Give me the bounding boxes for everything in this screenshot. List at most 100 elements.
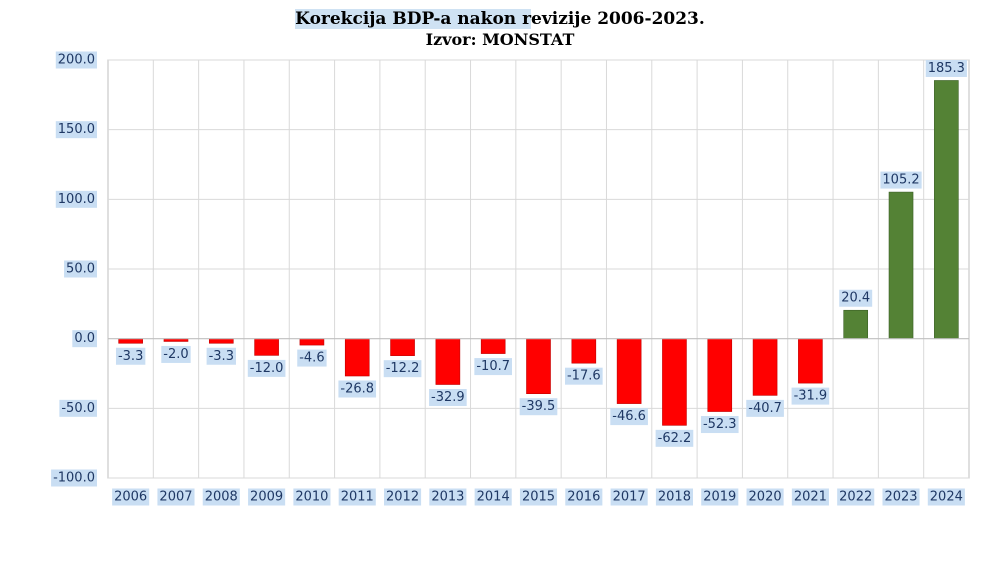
x-tick-label-2019: 2019	[701, 488, 739, 506]
x-tick-label-2015-bg	[519, 488, 558, 506]
y-tick-label-bg	[72, 330, 97, 348]
x-tick-label-2009-text: 2009	[250, 490, 283, 505]
data-label-2006-bg	[115, 347, 146, 365]
y-tick-label-bg	[55, 190, 97, 208]
x-tick-label-2008-text: 2008	[205, 490, 238, 505]
y-tick-label: 200.0	[55, 51, 97, 69]
x-tick-label-2009: 2009	[248, 488, 286, 506]
data-label-2011: -26.8	[338, 380, 377, 398]
x-tick-label-2016-bg	[565, 488, 603, 506]
y-tick-label-bg	[64, 260, 97, 278]
x-tick-label-2014-text: 2014	[477, 490, 510, 505]
data-label-2022-text: 20.4	[841, 291, 870, 306]
x-tick-label-2011-bg	[338, 488, 376, 506]
data-label-2009: -12.0	[247, 359, 286, 377]
data-label-2013: -32.9	[429, 389, 467, 407]
data-label-2018-bg	[655, 429, 694, 447]
data-label-2010-text: -4.6	[299, 351, 324, 366]
bar-2016	[571, 338, 597, 364]
x-tick-label-2023: 2023	[882, 488, 920, 506]
x-tick-label-2023-bg	[882, 488, 920, 506]
y-tick-label-text: 150.0	[58, 122, 95, 137]
data-label-2012: -12.2	[383, 360, 422, 378]
x-tick-label-2018: 2018	[655, 488, 693, 506]
x-tick-label-2013: 2013	[429, 488, 467, 506]
data-label-2022-bg	[839, 289, 873, 307]
x-tick-label-2006-bg	[112, 488, 150, 506]
x-tick-label-2012: 2012	[384, 488, 422, 506]
y-tick-label: 100.0	[55, 190, 97, 208]
y-tick-label-text: 200.0	[58, 53, 95, 68]
y-tick-label-text: -50.0	[61, 401, 95, 416]
x-tick-label-2007-text: 2007	[159, 490, 192, 505]
y-tick-label-text: 100.0	[58, 192, 95, 207]
x-tick-label-2020: 2020	[746, 488, 784, 506]
data-label-2017-bg	[610, 408, 648, 426]
data-label-2012-bg	[383, 360, 422, 378]
y-tick-label: 150.0	[55, 121, 97, 139]
data-label-2009-bg	[247, 359, 286, 377]
data-label-2015: -39.5	[519, 398, 558, 416]
x-tick-label-2010: 2010	[293, 488, 331, 506]
x-tick-label-2014-bg	[474, 488, 512, 506]
x-tick-label-2016-text: 2016	[567, 490, 600, 505]
data-label-2016: -17.6	[564, 367, 603, 385]
data-label-2012-text: -12.2	[386, 361, 420, 376]
x-tick-label-2021-bg	[791, 488, 829, 506]
x-tick-label-2008: 2008	[202, 488, 240, 506]
chart-title-rest: evizije 2006-2023.	[531, 9, 705, 29]
data-label-2021-text: -31.9	[794, 389, 828, 404]
y-tick-label: 50.0	[64, 260, 97, 278]
data-label-2010-bg	[297, 349, 327, 367]
bar-2014	[480, 338, 506, 354]
data-label-2011-bg	[338, 380, 377, 398]
x-tick-label-2020-bg	[746, 488, 784, 506]
bar-2021	[798, 338, 823, 384]
x-tick-label-2007-bg	[157, 488, 195, 506]
data-label-2023-text: 105.2	[882, 173, 919, 188]
data-label-2014-bg	[474, 358, 513, 376]
y-tick-label: -100.0	[51, 469, 97, 487]
data-label-2022: 20.4	[839, 289, 873, 307]
y-tick-label-bg	[59, 399, 97, 417]
x-tick-label-2024-bg	[927, 488, 965, 506]
bar-2022	[843, 309, 869, 339]
bar-2020	[752, 338, 778, 396]
x-tick-label-2015-text: 2015	[522, 490, 555, 505]
x-tick-label-2006: 2006	[112, 488, 150, 506]
bar-2017	[616, 338, 642, 404]
data-label-2024-bg	[925, 59, 967, 77]
bar-2011	[344, 338, 370, 377]
data-label-2024-text: 185.3	[928, 61, 965, 76]
bar-2013	[435, 338, 461, 385]
x-tick-label-2020-text: 2020	[749, 490, 782, 505]
data-label-2008-text: -3.3	[209, 349, 234, 364]
x-tick-label-2022-text: 2022	[839, 490, 872, 505]
data-label-2013-text: -32.9	[431, 390, 465, 405]
x-tick-label-2015: 2015	[519, 488, 558, 506]
data-label-2011-text: -26.8	[340, 382, 374, 397]
data-label-2023-bg	[880, 171, 922, 189]
bar-2008	[208, 338, 234, 344]
x-tick-label-2011: 2011	[338, 488, 376, 506]
x-tick-label-2022: 2022	[837, 488, 875, 506]
x-tick-label-2024-text: 2024	[930, 490, 963, 505]
y-tick-label-bg	[55, 121, 97, 139]
data-label-2013-bg	[429, 389, 467, 407]
bar-2024	[934, 80, 959, 339]
data-label-2021-bg	[791, 387, 830, 405]
data-label-2007: -2.0	[161, 345, 191, 363]
x-tick-label-2021: 2021	[791, 488, 829, 506]
bar-2019	[707, 338, 733, 412]
y-tick-label-bg	[55, 51, 97, 69]
y-tick-label: 0.0	[72, 330, 97, 348]
chart-title-highlighted: Korekcija BDP-a nakon r	[295, 9, 532, 29]
data-label-2008: -3.3	[206, 347, 236, 365]
bar-2023	[888, 191, 914, 339]
x-tick-label-2007: 2007	[157, 488, 195, 506]
data-label-2007-bg	[161, 345, 191, 363]
data-label-2015-bg	[519, 398, 558, 416]
x-tick-label-2013-text: 2013	[431, 490, 464, 505]
data-label-2021: -31.9	[791, 387, 830, 405]
x-tick-label-2012-text: 2012	[386, 490, 419, 505]
